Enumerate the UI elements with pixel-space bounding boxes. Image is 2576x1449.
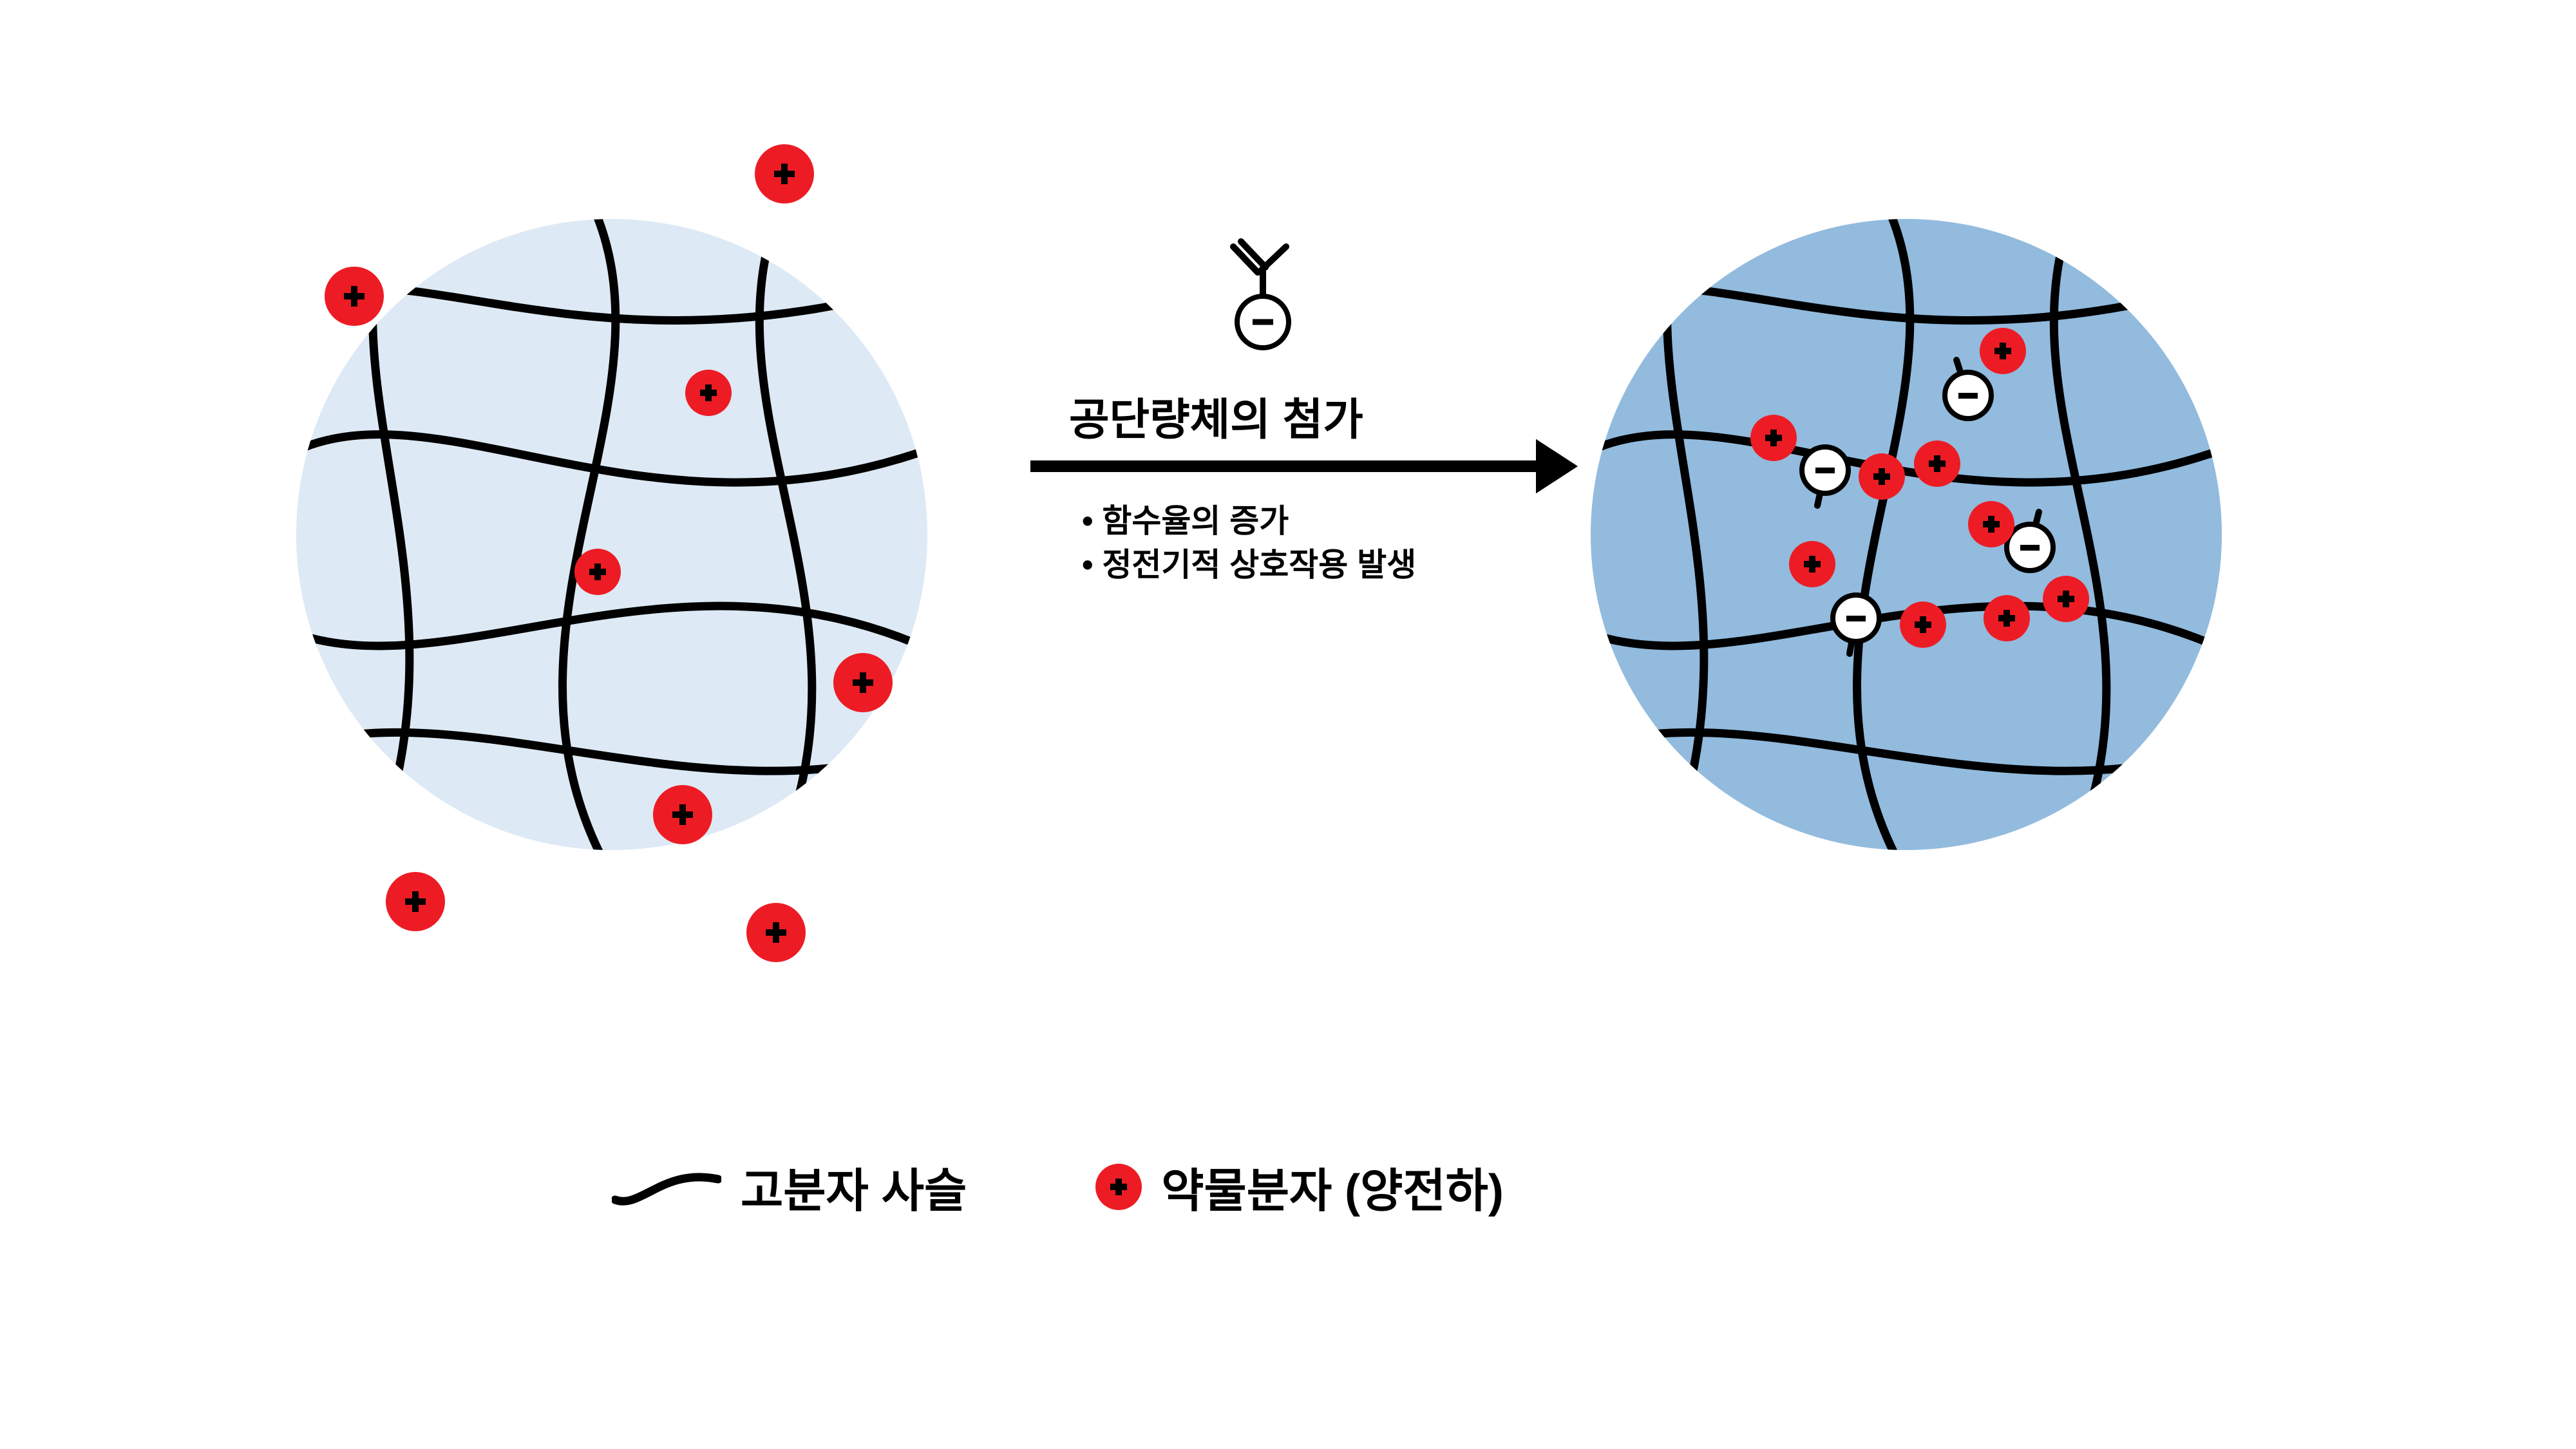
drug-dot bbox=[1968, 501, 2014, 547]
drug-dot bbox=[755, 144, 814, 204]
drug-dot bbox=[1750, 415, 1797, 461]
legend-item: 고분자 사슬 bbox=[612, 1153, 967, 1220]
arrow-bullet-item: 정전기적 상호작용 발생 bbox=[1082, 544, 1416, 587]
comonomer-minus-node bbox=[1799, 444, 1851, 496]
legend-chain-icon bbox=[612, 1161, 721, 1213]
drug-dot bbox=[1859, 453, 1905, 500]
comonomer-minus-node bbox=[1942, 370, 1994, 421]
drug-dot bbox=[833, 653, 893, 712]
drug-dot bbox=[685, 370, 732, 416]
legend: 고분자 사슬 약물분자 (양전하) bbox=[612, 1153, 1504, 1220]
legend-drug-icon bbox=[1095, 1164, 1142, 1210]
right-comonomer-stems bbox=[1591, 219, 2222, 850]
drug-dot bbox=[1789, 541, 1835, 587]
drug-dot bbox=[746, 903, 806, 962]
drug-dot bbox=[653, 785, 712, 844]
arrow-bullets: 함수율의 증가정전기적 상호작용 발생 bbox=[1082, 500, 1416, 587]
legend-label: 고분자 사슬 bbox=[741, 1153, 967, 1220]
drug-dot bbox=[325, 267, 384, 326]
drug-dot bbox=[1914, 440, 1960, 487]
comonomer-icon bbox=[1208, 235, 1311, 351]
drug-dot bbox=[574, 549, 621, 595]
arrow-title: 공단량체의 첨가 bbox=[1069, 384, 1363, 448]
drug-dot bbox=[1900, 601, 1946, 648]
comonomer-minus-node bbox=[1830, 592, 1882, 644]
drug-dot bbox=[1980, 328, 2026, 374]
drug-dot bbox=[2043, 576, 2089, 622]
left-polymer-chains bbox=[296, 219, 927, 850]
drug-dot bbox=[386, 872, 445, 931]
drug-dot bbox=[1984, 595, 2030, 641]
legend-item: 약물분자 (양전하) bbox=[1095, 1153, 1504, 1220]
legend-label: 약물분자 (양전하) bbox=[1161, 1153, 1504, 1220]
arrow-bullet-item: 함수율의 증가 bbox=[1082, 500, 1416, 544]
diagram-root: 공단량체의 첨가 함수율의 증가정전기적 상호작용 발생 고분자 사슬 약물분자 … bbox=[0, 0, 2576, 1449]
